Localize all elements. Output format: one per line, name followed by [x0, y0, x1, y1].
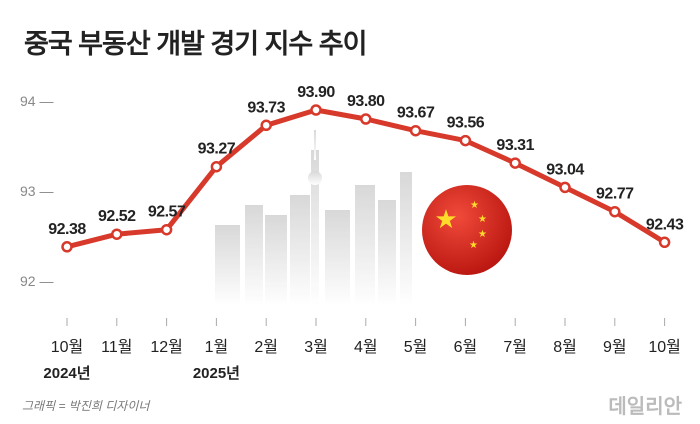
- data-point: [509, 157, 521, 169]
- x-tick-label: 8월: [553, 338, 577, 356]
- data-label: 93.90: [297, 84, 335, 101]
- data-point: [111, 228, 123, 240]
- data-point: [160, 223, 173, 236]
- data-point: [310, 104, 322, 116]
- x-tick-label: 6월: [454, 338, 478, 356]
- data-point: [210, 160, 223, 173]
- x-tick-label: 9월: [603, 338, 627, 356]
- svg-text:★: ★: [469, 240, 478, 251]
- data-point: [559, 181, 571, 194]
- data-label: 92.43: [646, 216, 684, 233]
- x-tick-label: 5월: [404, 338, 428, 356]
- x-tick-label: 1월: [205, 338, 229, 356]
- svg-text:★: ★: [478, 229, 487, 240]
- data-label: 93.04: [546, 161, 584, 178]
- year-label: 2024년: [43, 365, 90, 382]
- data-label: 92.77: [596, 186, 634, 203]
- china-flag-ball: ★ ★ ★ ★ ★: [422, 185, 512, 275]
- x-tick-label: 10월: [51, 338, 84, 356]
- data-point: [459, 134, 472, 147]
- data-label: 92.57: [148, 204, 186, 221]
- data-label: 93.31: [496, 137, 534, 154]
- data-label: 92.52: [98, 208, 136, 225]
- data-point: [260, 119, 272, 132]
- data-label: 92.38: [48, 221, 86, 238]
- data-point: [658, 236, 671, 249]
- data-point: [609, 205, 621, 218]
- skyline-illustration: [215, 130, 412, 305]
- credit-text: 그래픽 = 박진희 디자이너: [22, 399, 150, 413]
- x-tick-label: 10월: [648, 338, 681, 356]
- x-tick-label: 3월: [304, 338, 328, 356]
- data-label: 93.27: [198, 141, 236, 158]
- data-label: 93.80: [347, 93, 385, 110]
- data-label: 93.73: [247, 99, 285, 116]
- svg-text:★: ★: [434, 204, 457, 234]
- logo: 데일리안: [608, 396, 682, 418]
- x-tick-label: 2월: [254, 338, 278, 356]
- x-tick-label: 4월: [354, 338, 378, 356]
- x-tick-label: 7월: [503, 338, 527, 356]
- data-point: [61, 241, 73, 253]
- x-tick-label: 12월: [150, 338, 183, 356]
- data-point: [409, 124, 422, 137]
- y-tick-label: 92 —: [20, 273, 53, 289]
- data-label: 93.67: [397, 105, 435, 122]
- x-tick-label: 11월: [101, 338, 132, 356]
- y-tick-label: 94 —: [20, 93, 53, 109]
- y-tick-label: 93 —: [20, 183, 53, 199]
- year-label: 2025년: [193, 365, 240, 382]
- data-point: [360, 113, 372, 125]
- svg-text:★: ★: [470, 200, 479, 211]
- chart-title: 중국 부동산 개발 경기 지수 추이: [24, 29, 367, 59]
- data-label: 93.56: [447, 115, 485, 132]
- svg-text:★: ★: [478, 214, 487, 225]
